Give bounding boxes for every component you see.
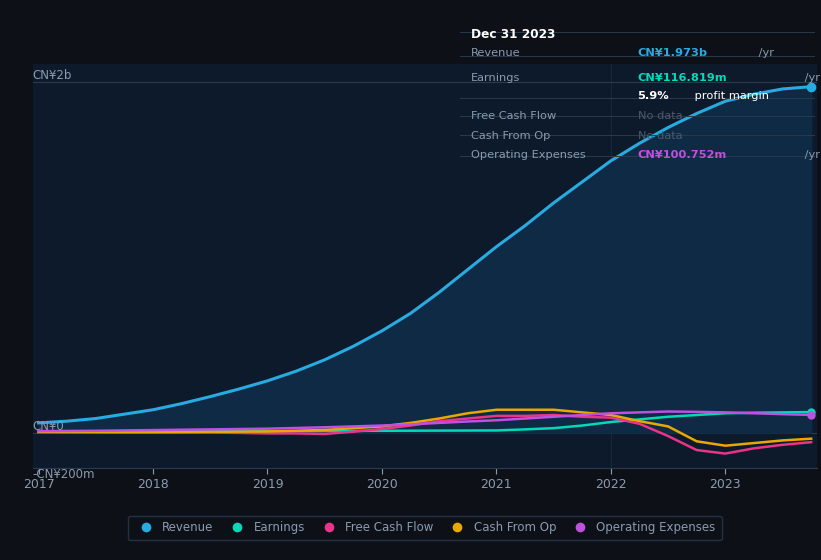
Legend: Revenue, Earnings, Free Cash Flow, Cash From Op, Operating Expenses: Revenue, Earnings, Free Cash Flow, Cash …	[128, 516, 722, 540]
Text: 5.9%: 5.9%	[637, 91, 669, 101]
Text: No data: No data	[637, 111, 682, 122]
Text: CN¥100.752m: CN¥100.752m	[637, 150, 727, 160]
Text: CN¥2b: CN¥2b	[32, 69, 71, 82]
Text: Operating Expenses: Operating Expenses	[470, 150, 585, 160]
Text: Earnings: Earnings	[470, 73, 520, 83]
Text: Revenue: Revenue	[470, 48, 521, 58]
Text: CN¥1.973b: CN¥1.973b	[637, 48, 708, 58]
Text: Cash From Op: Cash From Op	[470, 130, 550, 141]
Text: Dec 31 2023: Dec 31 2023	[470, 27, 555, 41]
Text: CN¥116.819m: CN¥116.819m	[637, 73, 727, 83]
Text: -CN¥200m: -CN¥200m	[32, 468, 94, 480]
Text: /yr: /yr	[800, 150, 820, 160]
Text: Free Cash Flow: Free Cash Flow	[470, 111, 556, 122]
Text: CN¥0: CN¥0	[32, 419, 64, 432]
Text: /yr: /yr	[754, 48, 773, 58]
Text: /yr: /yr	[800, 73, 820, 83]
Text: profit margin: profit margin	[690, 91, 768, 101]
Text: No data: No data	[637, 130, 682, 141]
